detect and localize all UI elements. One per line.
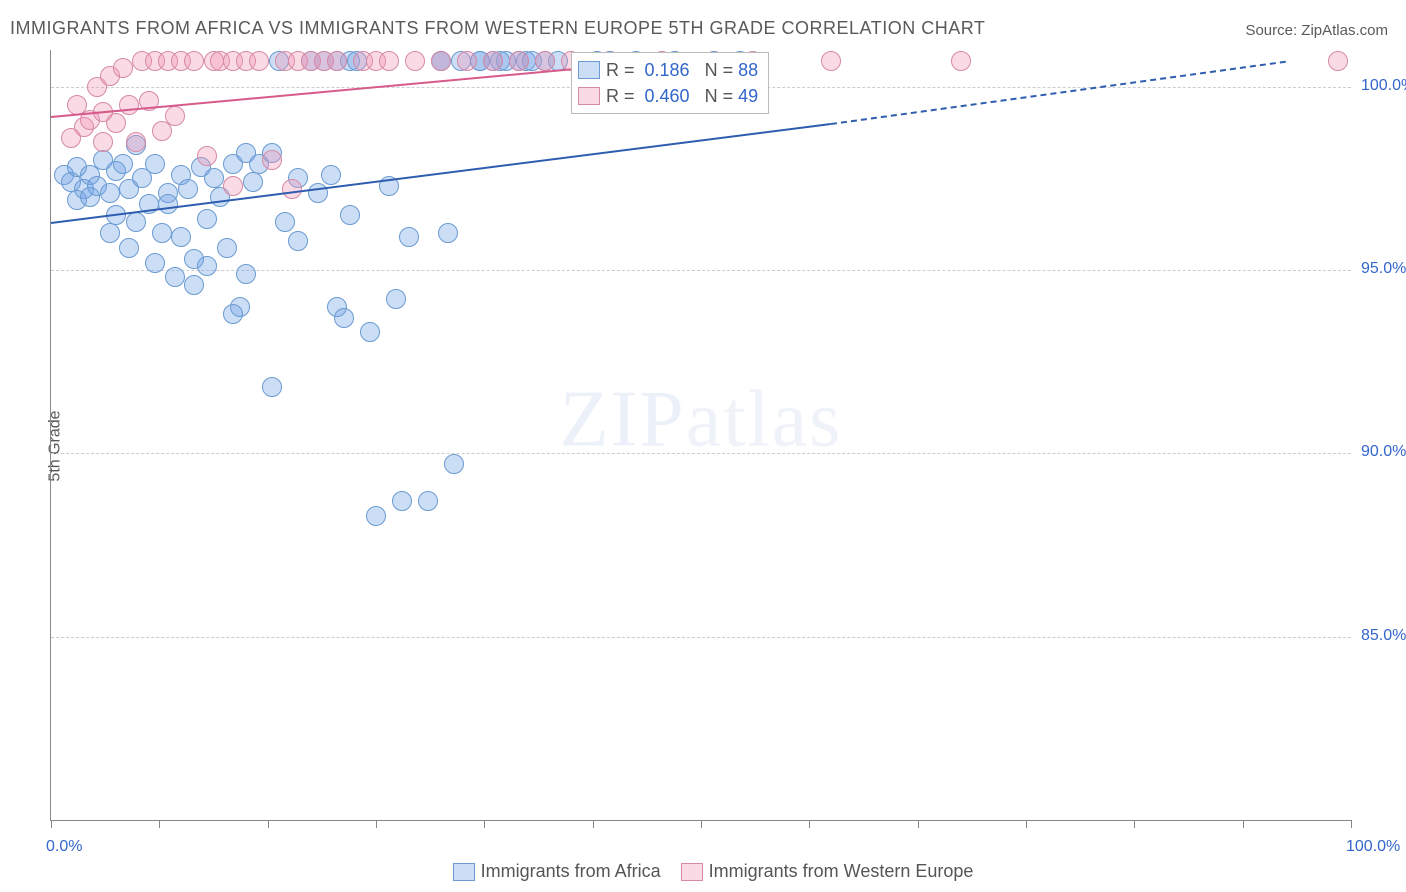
data-point xyxy=(340,205,360,225)
data-point xyxy=(145,253,165,273)
data-point xyxy=(418,491,438,511)
data-point xyxy=(405,51,425,71)
data-point xyxy=(399,227,419,247)
data-point xyxy=(438,223,458,243)
data-point xyxy=(106,113,126,133)
data-point xyxy=(249,51,269,71)
x-tick-label: 100.0% xyxy=(1346,838,1400,856)
legend-swatch xyxy=(681,863,703,881)
x-tick xyxy=(701,820,702,828)
watermark: ZIPatlas xyxy=(560,374,843,465)
data-point xyxy=(360,322,380,342)
data-point xyxy=(321,165,341,185)
data-point xyxy=(262,150,282,170)
data-point xyxy=(184,51,204,71)
data-point xyxy=(119,238,139,258)
y-tick-label: 90.0% xyxy=(1361,443,1406,461)
data-point xyxy=(223,304,243,324)
x-tick xyxy=(593,820,594,828)
data-point xyxy=(431,51,451,71)
data-point xyxy=(165,267,185,287)
x-tick xyxy=(376,820,377,828)
x-tick xyxy=(268,820,269,828)
data-point xyxy=(126,212,146,232)
x-tick xyxy=(1351,820,1352,828)
data-point xyxy=(119,95,139,115)
data-point xyxy=(457,51,477,71)
data-point xyxy=(275,212,295,232)
legend-label: Immigrants from Western Europe xyxy=(709,861,974,881)
plot-area: ZIPatlas 85.0%90.0%95.0%100.0%0.0%100.0%… xyxy=(50,50,1351,821)
x-tick xyxy=(809,820,810,828)
x-tick xyxy=(1026,820,1027,828)
x-tick xyxy=(159,820,160,828)
y-tick-label: 95.0% xyxy=(1361,260,1406,278)
legend-stats-text: R = 0.186 N = 88 xyxy=(606,57,758,83)
x-tick xyxy=(51,820,52,828)
data-point xyxy=(223,176,243,196)
data-point xyxy=(178,179,198,199)
data-point xyxy=(379,51,399,71)
data-point xyxy=(80,187,100,207)
data-point xyxy=(327,51,347,71)
legend-swatch xyxy=(578,61,600,79)
source-label: Source: ZipAtlas.com xyxy=(1245,22,1388,39)
gridline xyxy=(51,453,1351,454)
data-point xyxy=(184,275,204,295)
data-point xyxy=(100,183,120,203)
trend-line xyxy=(831,61,1286,125)
data-point xyxy=(821,51,841,71)
y-tick-label: 85.0% xyxy=(1361,627,1406,645)
x-tick xyxy=(484,820,485,828)
data-point xyxy=(282,179,302,199)
legend-swatch xyxy=(578,87,600,105)
data-point xyxy=(308,183,328,203)
data-point xyxy=(217,238,237,258)
data-point xyxy=(184,249,204,269)
data-point xyxy=(126,132,146,152)
data-point xyxy=(197,146,217,166)
legend-swatch xyxy=(453,863,475,881)
data-point xyxy=(288,231,308,251)
chart-title: IMMIGRANTS FROM AFRICA VS IMMIGRANTS FRO… xyxy=(10,18,985,39)
data-point xyxy=(509,51,529,71)
x-tick-label: 0.0% xyxy=(46,838,82,856)
data-point xyxy=(243,172,263,192)
data-point xyxy=(93,132,113,152)
data-point xyxy=(951,51,971,71)
gridline xyxy=(51,637,1351,638)
data-point xyxy=(100,223,120,243)
data-point xyxy=(386,289,406,309)
data-point xyxy=(366,506,386,526)
y-tick-label: 100.0% xyxy=(1361,77,1406,95)
data-point xyxy=(535,51,555,71)
data-point xyxy=(262,377,282,397)
data-point xyxy=(1328,51,1348,71)
legend-stats-text: R = 0.460 N = 49 xyxy=(606,83,758,109)
data-point xyxy=(236,264,256,284)
data-point xyxy=(483,51,503,71)
legend-label: Immigrants from Africa xyxy=(481,861,661,881)
data-point xyxy=(145,154,165,174)
data-point xyxy=(334,308,354,328)
x-tick xyxy=(1243,820,1244,828)
data-point xyxy=(158,194,178,214)
data-point xyxy=(113,154,133,174)
data-point xyxy=(197,209,217,229)
x-tick xyxy=(918,820,919,828)
stats-legend: R = 0.186 N = 88 R = 0.460 N = 49 xyxy=(571,52,769,114)
data-point xyxy=(392,491,412,511)
bottom-legend: Immigrants from Africa Immigrants from We… xyxy=(0,861,1406,882)
x-tick xyxy=(1134,820,1135,828)
data-point xyxy=(444,454,464,474)
data-point xyxy=(204,168,224,188)
data-point xyxy=(171,227,191,247)
data-point xyxy=(152,223,172,243)
data-point xyxy=(165,106,185,126)
data-point xyxy=(113,58,133,78)
